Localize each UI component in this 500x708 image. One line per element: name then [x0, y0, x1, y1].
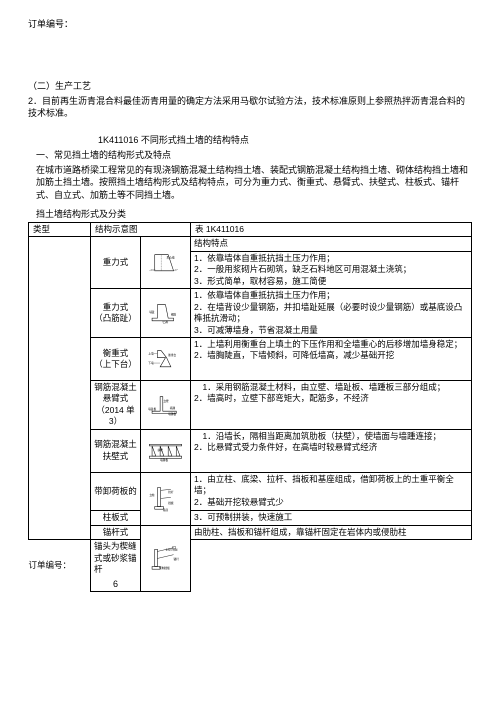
svg-text:墙踵: 墙踵 — [170, 406, 176, 410]
svg-text:墙踵板: 墙踵板 — [160, 458, 168, 462]
header-diagram: 结构示意图 — [91, 222, 191, 236]
subtype-gravity-toe: 重力式 （凸筋趾） — [91, 289, 141, 338]
gravity-icon: 形心线 — [144, 252, 187, 274]
diagram-cantilever: 立壁 墙踵 墙趾板 墙踵板 — [141, 380, 191, 429]
svg-text:立壁: 立壁 — [163, 399, 169, 403]
svg-text:拉杆: 拉杆 — [168, 490, 174, 494]
subtype-counterweight: 衡重式 （上下台） — [91, 337, 141, 380]
header-code: 表 1K411016 — [191, 222, 472, 236]
counterweight-icon: 上墙 衡重台 下墙 — [144, 348, 187, 370]
features-column: 3．可预制拼装，快速施工 — [191, 511, 472, 526]
svg-text:立柱: 立柱 — [149, 493, 155, 497]
wall-types-table: 类型 结构示意图 表 1K411016 重力式 形心线 结构特点 1．依靠墙体自… — [28, 222, 472, 592]
features-cantilever: 1．采用钢筋混凝土材料，由立壁、墙趾板、墙踵板三部分组成； 2．墙高时，立壁下部… — [191, 380, 472, 429]
svg-text:挡板: 挡板 — [168, 501, 174, 505]
subtype-anchor: 锚杆式 — [91, 525, 141, 539]
gravity-toe-icon: 墙趾 钢筋 凸榫 — [144, 302, 187, 324]
order-number-top: 订单编号： — [28, 18, 472, 30]
subtype-buttress: 钢筋混凝土 扶壁式 — [91, 429, 141, 472]
features-gravity: 1．依靠墙体自重抵抗挡土压力作用； 2．一般用浆砌片石砌筑，缺乏石料地区可用混凝… — [191, 251, 472, 288]
svg-text:凸榫: 凸榫 — [163, 320, 169, 324]
diagram-gravity-toe: 墙趾 钢筋 凸榫 — [141, 289, 191, 338]
cantilever-icon: 立壁 墙踵 墙趾板 墙踵板 — [144, 394, 187, 416]
svg-text:锚杆: 锚杆 — [174, 558, 180, 562]
subtitle: 一、常见挡土墙的结构形式及特点 — [36, 149, 472, 161]
svg-text:墙趾: 墙趾 — [149, 310, 155, 314]
order-number-bottom: 订单编号： — [29, 540, 91, 592]
features-counterweight: 1．上墙利用衡重台上填土的下压作用和全墙重心的后移增加墙身稳定； 2．墙胸陡直，… — [191, 337, 472, 380]
diagram-anchor: 全型分界线 锚杆 预制挡板 — [141, 525, 191, 591]
svg-text:墙趾板: 墙趾板 — [148, 407, 156, 411]
svg-text:扶壁: 扶壁 — [157, 448, 163, 452]
features-relief: 1．由立柱、底梁、拉杆、挡板和基座组成，借卸荷板上的土重平衡全墙； 2．基础开挖… — [191, 472, 472, 510]
code-title: 1K411016 不同形式挡土墙的结构特点 — [98, 134, 472, 146]
svg-text:上墙: 上墙 — [148, 352, 154, 356]
column-icon: 立柱 拉杆 挡板 基座 — [144, 485, 187, 512]
svg-text:衡重台: 衡重台 — [168, 353, 176, 357]
section-title: （二）生产工艺 — [28, 80, 472, 92]
feature-header: 结构特点 — [191, 237, 472, 251]
subtype-gravity: 重力式 — [91, 237, 141, 289]
features-buttress: 1．沿墙长，隔相当距离加筑肋板（扶壁），使墙面与墙踵连接； 2．比悬臂式受力条件… — [191, 429, 472, 472]
svg-text:钢筋: 钢筋 — [171, 313, 177, 317]
features-anchor: 由肋柱、挡板和锚杆组成，靠锚杆固定在岩体内或侵肋柱 — [191, 525, 472, 539]
anchor-last-text: 锚头为楔缝式或砂浆锚杆 — [94, 541, 137, 574]
diagram-column: 立柱 拉杆 挡板 基座 — [141, 472, 191, 525]
svg-text:全型分界线: 全型分界线 — [166, 548, 179, 552]
paragraph-2: 2．目前再生沥青混合料最佳沥青用量的确定方法采用马歇尔试验方法，技术标准原则上参… — [28, 95, 472, 119]
subtype-cantilever: 钢筋混凝土 悬臂式 （2014 单 3） — [91, 380, 141, 429]
svg-text:墙踵板: 墙踵板 — [168, 412, 176, 416]
anchor-icon: 全型分界线 锚杆 预制挡板 — [144, 545, 187, 571]
table-header-row: 类型 结构示意图 表 1K411016 — [29, 222, 472, 236]
page-number: 6 — [94, 578, 137, 590]
diagram-buttress: 扶壁 墙踵板 — [141, 429, 191, 472]
subtype-relief: 带卸荷板的 — [91, 472, 141, 510]
description: 在城市道路桥梁工程常见的有现浇钢筋混凝土结构挡土墙、装配式钢筋混凝土结构挡土墙、… — [36, 164, 472, 202]
diagram-gravity: 形心线 — [141, 237, 191, 289]
table-caption: 挡土墙结构形式及分类 — [36, 208, 472, 220]
svg-text:形心线: 形心线 — [167, 255, 175, 259]
svg-text:基座: 基座 — [163, 508, 169, 512]
diagram-counterweight: 上墙 衡重台 下墙 — [141, 337, 191, 380]
subtype-column: 柱板式 — [91, 511, 141, 526]
svg-text:下墙: 下墙 — [148, 361, 154, 365]
svg-text:预制挡板: 预制挡板 — [159, 567, 170, 571]
features-gravity-toe: 1．依靠墙体自重抵抗挡土压力作用； 2．在墙背设少量钢筋，并扣墙趾延展（必要时设… — [191, 289, 472, 338]
features-anchor-last: 锚头为楔缝式或砂浆锚杆 6 — [91, 540, 141, 592]
type-group-cell — [29, 237, 91, 540]
header-type: 类型 — [29, 222, 91, 236]
buttress-icon: 扶壁 墙踵板 — [144, 440, 187, 462]
